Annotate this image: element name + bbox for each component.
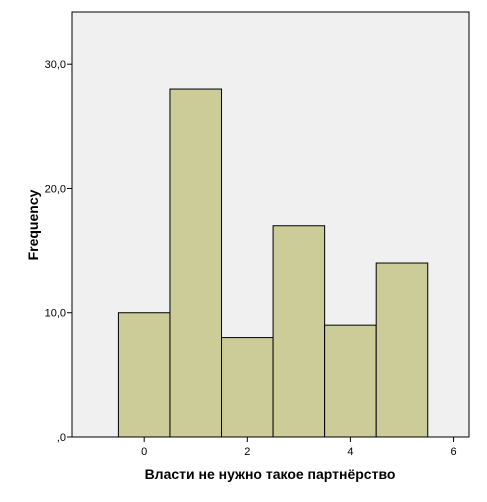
histogram-bar-0 <box>117 312 171 438</box>
x-tick-label-3: 6 <box>450 446 456 458</box>
y-tick-label-1: 10,0 <box>45 308 66 320</box>
histogram-bar-2 <box>221 337 274 438</box>
y-axis-title: Frequency <box>25 189 41 260</box>
x-tick-label-2: 4 <box>347 446 353 458</box>
histogram-bar-5 <box>375 262 429 438</box>
x-axis-ticks: 0 2 4 6 <box>141 437 457 458</box>
y-tick-label-3: 30,0 <box>45 59 66 71</box>
x-axis-title: Власти не нужно такое партнёрство <box>145 466 396 482</box>
histogram-bar-3 <box>272 225 326 438</box>
y-tick-label-2: 20,0 <box>45 183 66 195</box>
x-tick-label-0: 0 <box>141 446 147 458</box>
y-axis-ticks: ,0 10,0 20,0 30,0 <box>45 59 72 444</box>
histogram-bar-4 <box>324 324 377 438</box>
histogram-bar-1 <box>169 88 223 438</box>
bars-group <box>117 88 429 438</box>
x-tick-label-1: 2 <box>244 446 250 458</box>
y-tick-label-0: ,0 <box>57 432 66 444</box>
